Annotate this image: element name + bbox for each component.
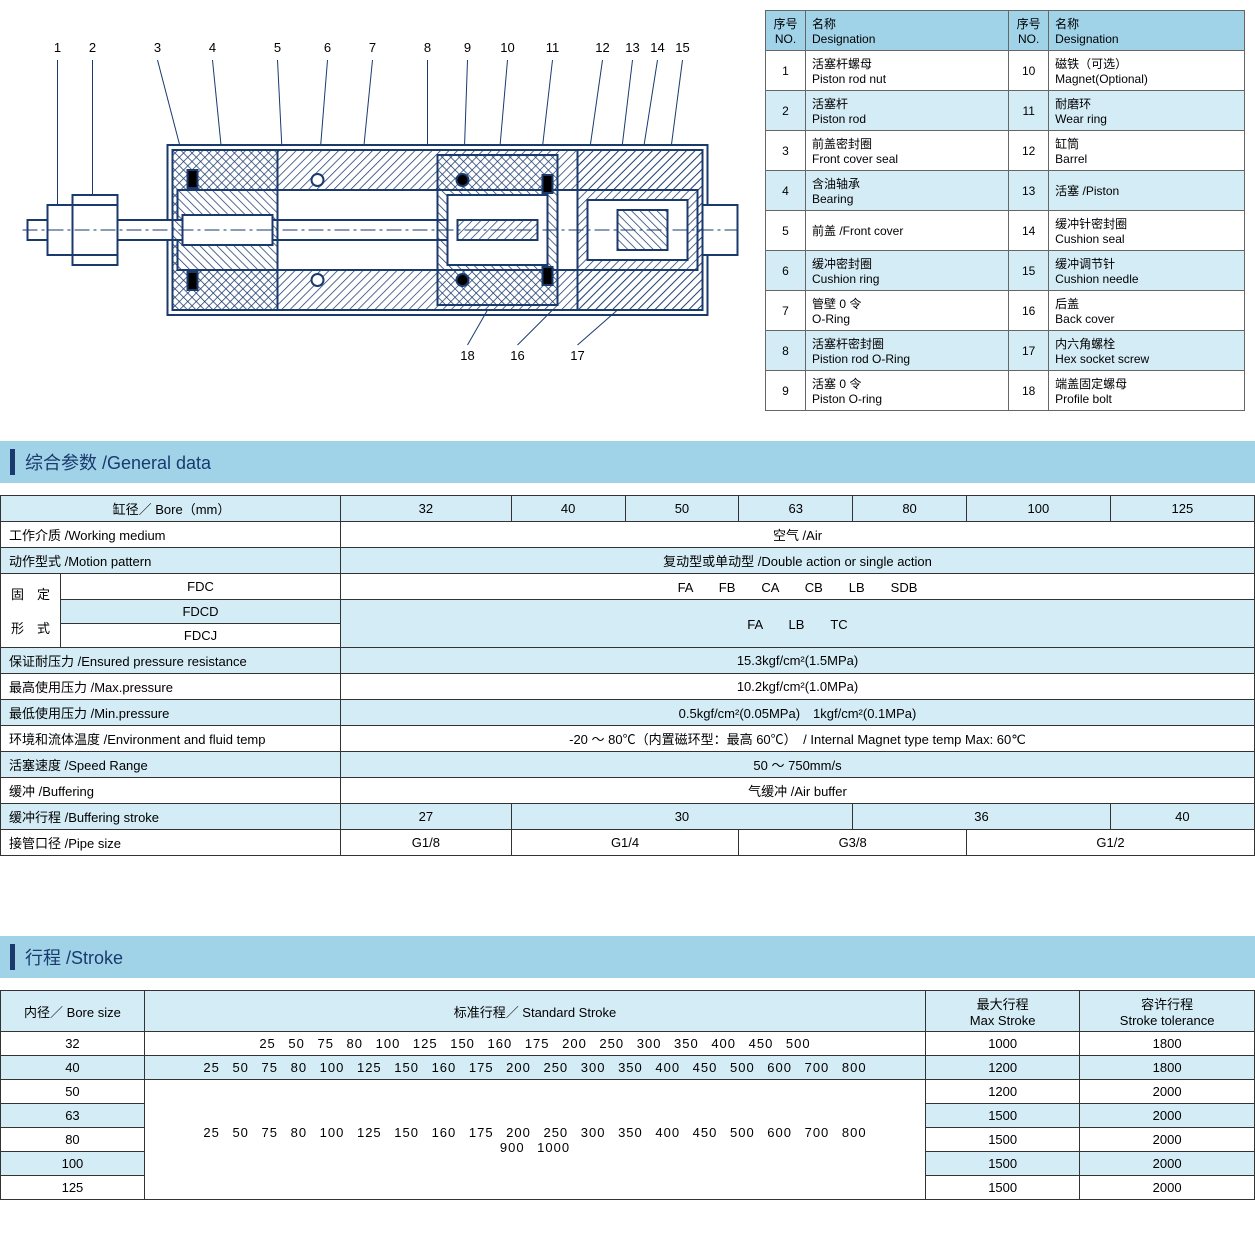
general-row: 活塞速度 /Speed Range50 ～ 750mm/s xyxy=(1,752,1255,778)
svg-text:17: 17 xyxy=(570,348,584,363)
parts-row: 2活塞杆Piston rod11耐磨环Wear ring xyxy=(766,91,1245,131)
row-buffering-stroke: 缓冲行程 /Buffering stroke xyxy=(1,804,341,830)
svg-text:7: 7 xyxy=(369,40,376,55)
svg-text:12: 12 xyxy=(595,40,609,55)
parts-row: 4含油轴承Bearing13活塞 /Piston xyxy=(766,171,1245,211)
col-designation: 名称Designation xyxy=(806,11,1009,51)
parts-list-table: 序号NO. 名称Designation 序号NO. 名称Designation … xyxy=(765,10,1245,411)
svg-text:9: 9 xyxy=(464,40,471,55)
svg-text:1: 1 xyxy=(54,40,61,55)
exploded-diagram: 123 456 789 101112 131415 xyxy=(10,10,745,411)
parts-row: 7管壁 0 令O-Ring16后盖Back cover xyxy=(766,291,1245,331)
parts-row: 9活塞 0 令Piston O-ring18端盖固定螺母Profile bolt xyxy=(766,371,1245,411)
fixed-type-label: 固 定形 式 xyxy=(1,574,61,648)
svg-text:5: 5 xyxy=(274,40,281,55)
parts-row: 1活塞杆螺母Piston rod nut10磁铁（可选）Magnet(Optio… xyxy=(766,51,1245,91)
bore-label: 缸径／ Bore（mm） xyxy=(1,496,341,522)
stroke-bore-label: 内径／ Bore size xyxy=(1,991,145,1032)
general-data-table: 缸径／ Bore（mm） 32 40 50 63 80 100 125 工作介质… xyxy=(0,495,1255,856)
cylinder-cross-section: 123 456 789 101112 131415 xyxy=(10,30,745,370)
svg-text:11: 11 xyxy=(546,40,560,55)
section-title-stroke: 行程 /Stroke xyxy=(25,948,123,968)
general-row: 最高使用压力 /Max.pressure10.2kgf/cm²(1.0MPa) xyxy=(1,674,1255,700)
svg-text:10: 10 xyxy=(500,40,514,55)
general-row: 最低使用压力 /Min.pressure0.5kgf/cm²(0.05MPa) … xyxy=(1,700,1255,726)
svg-text:16: 16 xyxy=(510,348,524,363)
stroke-row: 5025 50 75 80 100 125 150 160 175 200 25… xyxy=(1,1080,1255,1104)
svg-text:2: 2 xyxy=(89,40,96,55)
general-row: 环境和流体温度 /Environment and fluid temp-20 ～… xyxy=(1,726,1255,752)
section-title-general: 综合参数 /General data xyxy=(25,453,211,473)
section-header-general: 综合参数 /General data xyxy=(0,441,1255,483)
stroke-max-label: 最大行程Max Stroke xyxy=(926,991,1080,1032)
svg-text:3: 3 xyxy=(154,40,161,55)
stroke-row: 3225 50 75 80 100 125 150 160 175 200 25… xyxy=(1,1032,1255,1056)
parts-row: 8活塞杆密封圈Pistion rod O-Ring17内六角螺栓Hex sock… xyxy=(766,331,1245,371)
row-pipe-size: 接管口径 /Pipe size xyxy=(1,830,341,856)
general-row: 缓冲 /Buffering气缓冲 /Air buffer xyxy=(1,778,1255,804)
svg-text:13: 13 xyxy=(625,40,639,55)
col-no: 序号NO. xyxy=(766,11,806,51)
general-row: 保证耐压力 /Ensured pressure resistance15.3kg… xyxy=(1,648,1255,674)
svg-text:18: 18 xyxy=(460,348,474,363)
parts-row: 5前盖 /Front cover14缓冲针密封圈Cushion seal xyxy=(766,211,1245,251)
col-designation-2: 名称Designation xyxy=(1049,11,1245,51)
row-motion-pattern: 动作型式 /Motion pattern xyxy=(1,548,341,574)
stroke-table: 内径／ Bore size 标准行程／ Standard Stroke 最大行程… xyxy=(0,990,1255,1200)
svg-text:15: 15 xyxy=(675,40,689,55)
svg-text:8: 8 xyxy=(424,40,431,55)
col-no-2: 序号NO. xyxy=(1009,11,1049,51)
stroke-row: 4025 50 75 80 100 125 150 160 175 200 25… xyxy=(1,1056,1255,1080)
parts-row: 3前盖密封圈Front cover seal12缸筒Barrel xyxy=(766,131,1245,171)
section-header-stroke: 行程 /Stroke xyxy=(0,936,1255,978)
stroke-std-label: 标准行程／ Standard Stroke xyxy=(144,991,925,1032)
svg-text:6: 6 xyxy=(324,40,331,55)
parts-row: 6缓冲密封圈Cushion ring15缓冲调节针Cushion needle xyxy=(766,251,1245,291)
svg-text:14: 14 xyxy=(650,40,664,55)
stroke-tol-label: 容许行程Stroke tolerance xyxy=(1080,991,1255,1032)
row-working-medium: 工作介质 /Working medium xyxy=(1,522,341,548)
svg-text:4: 4 xyxy=(209,40,216,55)
